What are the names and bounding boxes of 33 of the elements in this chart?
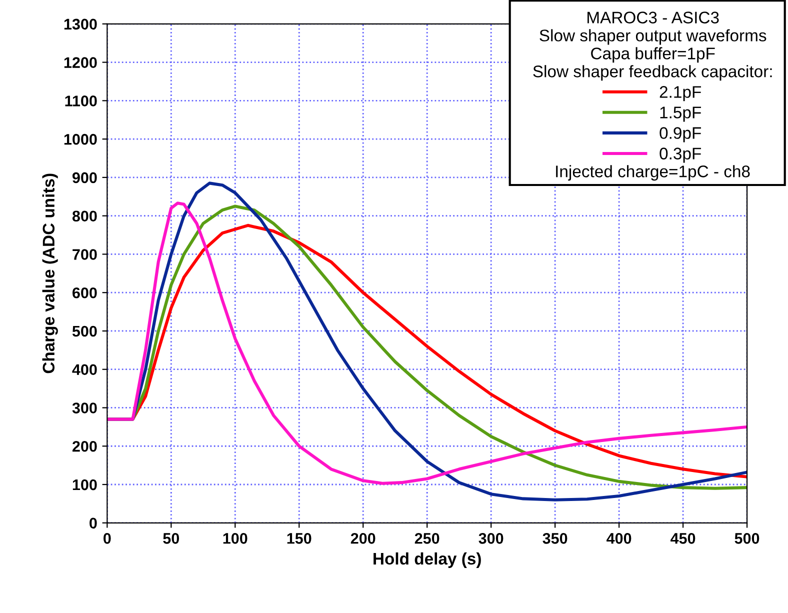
x-tick-label: 450 [670, 533, 696, 544]
legend-label: 0.9pF [660, 127, 701, 142]
y-tick-label: 300 [72, 402, 97, 414]
x-tick-label: 250 [414, 533, 440, 544]
x-tick-label: 0 [104, 533, 111, 544]
y-tick-label: 100 [72, 479, 97, 490]
x-tick-label: 500 [734, 533, 760, 544]
y-tick-label: 200 [72, 440, 97, 452]
x-tick-label: 350 [542, 533, 568, 544]
legend-label: 2.1pF [660, 86, 701, 102]
legend-label: 1.5pF [660, 106, 701, 122]
x-tick-label: 200 [350, 533, 376, 544]
y-tick-label: 1200 [64, 57, 97, 68]
y-tick-label: 700 [72, 249, 97, 260]
x-tick-label: 300 [478, 533, 504, 544]
x-tick-label: 150 [287, 533, 312, 544]
y-tick-label: 800 [72, 210, 97, 222]
x-tick-label: 400 [606, 533, 632, 544]
legend-label: 0.3pF [660, 148, 701, 163]
annotation: Injected charge=1pC - ch8 [556, 165, 750, 181]
x-axis-title: Hold delay (s) [374, 552, 481, 568]
legend-title: MAROC3 - ASIC3 Slow shaper output waveforms Capa buffer=1pF Slow shaper feedback capacitor: [533, 12, 772, 81]
y-tick-label: 900 [72, 172, 97, 184]
y-tick-label: 400 [72, 364, 97, 376]
y-tick-label: 500 [72, 326, 97, 337]
y-tick-label: 600 [72, 287, 97, 298]
y-tick-label: 0 [90, 518, 97, 529]
y-tick-label: 1100 [65, 96, 97, 106]
x-tick-label: 100 [223, 533, 248, 544]
y-tick-label: 1000 [64, 134, 97, 145]
x-tick-label: 50 [163, 533, 180, 544]
y-tick-label: 1300 [64, 18, 97, 30]
y-axis-title: Charge value (ADC units) [42, 174, 58, 374]
